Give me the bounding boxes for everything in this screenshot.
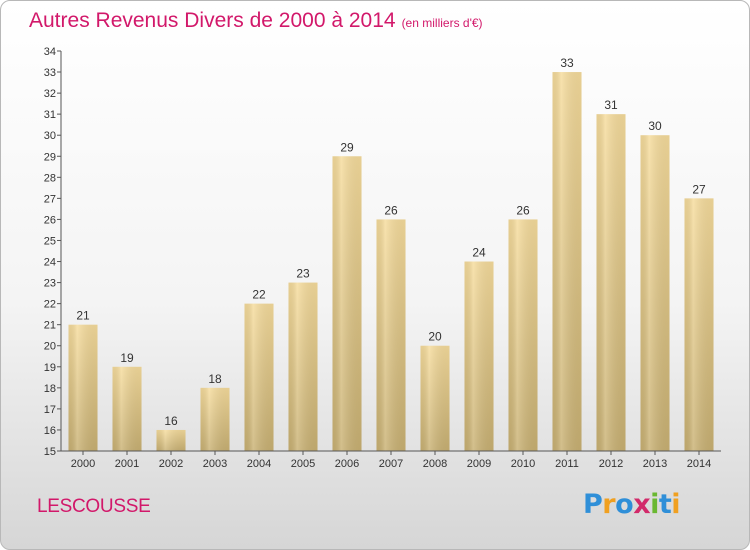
y-tick-label: 23 xyxy=(44,278,56,290)
bar-value-label: 21 xyxy=(76,309,90,323)
proxiti-logo[interactable]: Proxiti xyxy=(583,489,681,520)
x-tick-label: 2002 xyxy=(159,458,183,470)
x-tick-label: 2004 xyxy=(247,458,271,470)
y-tick-label: 33 xyxy=(44,67,56,79)
commune-name: LESCOUSSE xyxy=(37,496,151,517)
x-tick-label: 2005 xyxy=(291,458,315,470)
y-tick-label: 24 xyxy=(44,257,56,269)
brand-letter: i xyxy=(671,489,681,520)
y-axis: 15 16 17 18 19 20 21 22 23 24 25 26 27 28 29 30 31 32 33 34 xyxy=(44,46,62,458)
bar-value-label: 26 xyxy=(384,203,398,217)
bar-value-label: 29 xyxy=(340,140,354,154)
y-tick-label: 31 xyxy=(44,109,56,121)
x-tick-label: 2014 xyxy=(687,458,711,470)
bar-value-label: 23 xyxy=(296,267,310,281)
x-tick-label: 2009 xyxy=(467,458,491,470)
bar-shade xyxy=(200,387,230,451)
y-tick-label: 30 xyxy=(44,130,56,142)
bar-shade xyxy=(112,366,142,451)
bar-shade xyxy=(376,219,406,451)
y-tick-label: 28 xyxy=(44,172,56,184)
y-tick-label: 15 xyxy=(44,446,56,458)
x-tick-label: 2011 xyxy=(555,458,579,470)
bar-value-label: 16 xyxy=(164,414,178,428)
bar-value-label: 30 xyxy=(648,119,662,133)
bar-shade xyxy=(552,72,582,451)
brand-letter: i xyxy=(650,489,659,520)
bar-value-label: 18 xyxy=(208,372,222,386)
bar-shade xyxy=(464,261,494,451)
brand-letter: r xyxy=(602,489,616,520)
x-tick-label: 2010 xyxy=(511,458,535,470)
brand-letter: t xyxy=(658,489,672,520)
bar-shade xyxy=(640,135,670,452)
chart-subtitle: (en milliers d'€) xyxy=(401,16,483,30)
y-tick-label: 29 xyxy=(44,151,56,163)
y-tick-label: 32 xyxy=(44,88,56,100)
x-tick-label: 2003 xyxy=(203,458,227,470)
chart-title: Autres Revenus Divers de 2000 à 2014 (en … xyxy=(29,9,483,32)
y-tick-label: 21 xyxy=(44,320,56,332)
x-tick-label: 2012 xyxy=(599,458,623,470)
y-tick-label: 18 xyxy=(44,383,56,395)
y-tick-label: 16 xyxy=(44,425,56,437)
bar-shade xyxy=(420,345,450,451)
y-tick-label: 20 xyxy=(44,341,56,353)
y-tick-label: 25 xyxy=(44,235,56,247)
x-tick-label: 2001 xyxy=(115,458,139,470)
data-labels: 21 19 16 18 22 23 29 26 20 24 26 33 31 30 27 xyxy=(76,56,706,428)
bar-value-label: 24 xyxy=(472,246,486,260)
y-tick-label: 26 xyxy=(44,214,56,226)
bar-value-label: 31 xyxy=(604,98,618,112)
y-tick-label: 27 xyxy=(44,193,56,205)
bar-shade xyxy=(332,156,362,451)
y-tick-label: 22 xyxy=(44,299,56,311)
x-tick-label: 2007 xyxy=(379,458,403,470)
bar-shade xyxy=(68,324,98,451)
bar-value-label: 20 xyxy=(428,330,442,344)
x-tick-label: 2006 xyxy=(335,458,359,470)
bar-value-label: 33 xyxy=(560,56,574,70)
bar-value-label: 27 xyxy=(692,182,706,196)
y-tick-label: 34 xyxy=(44,46,56,58)
bar-shade xyxy=(508,219,538,451)
bar-shade xyxy=(156,429,186,451)
bar-shade xyxy=(684,198,714,451)
y-tick-label: 17 xyxy=(44,404,56,416)
brand-letter: o xyxy=(615,489,634,520)
brand-letter: x xyxy=(633,489,651,520)
bar-shade xyxy=(288,282,318,451)
x-axis: 2000 2001 2002 2003 2004 2005 2006 2007 2008 2009… xyxy=(61,450,721,470)
bar-value-label: 19 xyxy=(120,351,134,365)
bar-value-label: 22 xyxy=(252,288,266,302)
x-tick-label: 2008 xyxy=(423,458,447,470)
x-tick-label: 2000 xyxy=(71,458,95,470)
x-tick-label: 2013 xyxy=(643,458,667,470)
bar-value-label: 26 xyxy=(516,203,530,217)
bar-shade xyxy=(596,114,626,451)
y-tick-label: 19 xyxy=(44,362,56,374)
bars xyxy=(68,72,714,452)
brand-letter: P xyxy=(583,489,603,520)
bar-shade xyxy=(244,303,274,451)
